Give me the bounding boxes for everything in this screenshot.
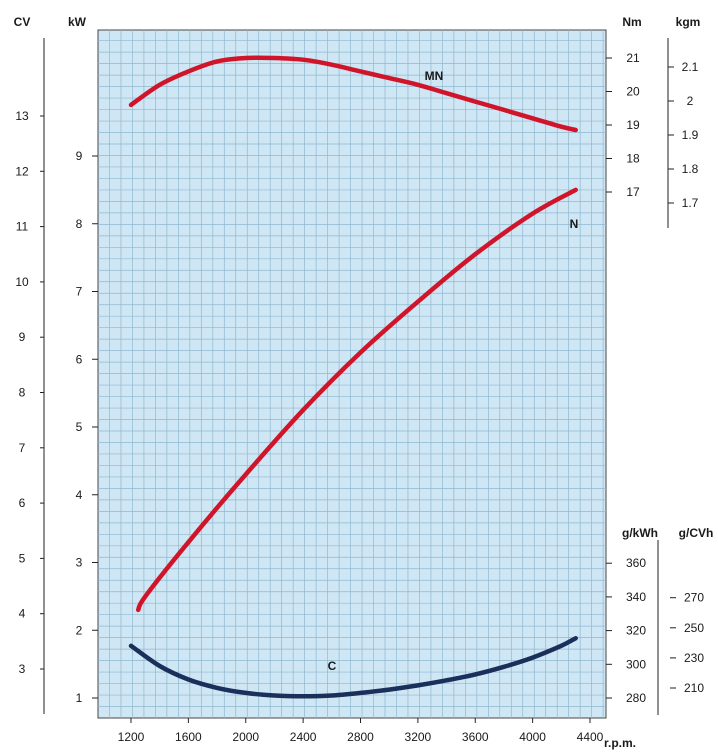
cv-tick-label: 4 — [19, 607, 26, 621]
kgm-tick-label: 2 — [687, 94, 694, 108]
x-tick-label: 3200 — [405, 730, 432, 744]
kw-tick-label: 7 — [76, 285, 83, 299]
cv-tick-label: 10 — [15, 275, 29, 289]
curve-n — [135, 187, 578, 613]
gkwh-tick-label: 340 — [626, 590, 646, 604]
kw-tick-label: 3 — [76, 556, 83, 570]
x-tick-label: 2000 — [232, 730, 259, 744]
chart-grid — [98, 30, 606, 718]
mn-curve-label: MN — [425, 69, 444, 83]
x-axis-label: r.p.m. — [604, 736, 636, 750]
cv-tick-label: 7 — [19, 441, 26, 455]
kw-tick-label: 8 — [76, 217, 83, 231]
gcvh-axis-label: g/CVh — [679, 526, 714, 540]
cv-tick-label: 6 — [19, 496, 26, 510]
n-curve-label: N — [570, 217, 579, 231]
gkwh-axis-label: g/kWh — [622, 526, 658, 540]
cv-tick-label: 12 — [15, 164, 29, 178]
gcvh-tick-label: 270 — [684, 591, 704, 605]
nm-tick-label: 19 — [626, 118, 640, 132]
kw-tick-label: 5 — [76, 420, 83, 434]
nm-tick-label: 17 — [626, 185, 640, 199]
x-tick-label: 4000 — [519, 730, 546, 744]
kw-tick-label: 9 — [76, 149, 83, 163]
kgm-tick-label: 2.1 — [682, 60, 699, 74]
cv-tick-label: 13 — [15, 109, 29, 123]
kw-tick-label: 1 — [76, 691, 83, 705]
kgm-tick-label: 1.8 — [682, 162, 699, 176]
x-tick-label: 2400 — [290, 730, 317, 744]
nm-tick-label: 18 — [626, 152, 640, 166]
x-tick-label: 1200 — [118, 730, 145, 744]
cv-tick-label: 3 — [19, 662, 26, 676]
nm-tick-label: 21 — [626, 51, 640, 65]
kw-tick-label: 6 — [76, 352, 83, 366]
chart-axes: 1200 1600 2000 2400 2800 3200 3600 4000 4400 3 4 5 6… — [15, 38, 704, 744]
x-tick-label: 1600 — [175, 730, 202, 744]
kw-tick-label: 2 — [76, 623, 83, 637]
kgm-tick-label: 1.9 — [682, 128, 699, 142]
cv-tick-label: 11 — [16, 220, 29, 234]
cv-tick-label: 5 — [19, 551, 26, 565]
gkwh-tick-label: 300 — [626, 657, 646, 671]
gcvh-tick-label: 230 — [684, 651, 704, 665]
gkwh-tick-label: 320 — [626, 624, 646, 638]
nm-tick-label: 20 — [626, 85, 640, 99]
curve-mn — [128, 55, 578, 133]
cv-axis-label: CV — [14, 15, 31, 29]
x-tick-label: 3600 — [462, 730, 489, 744]
kw-axis-label: kW — [68, 15, 87, 29]
kw-tick-label: 4 — [76, 488, 83, 502]
cv-tick-label: 9 — [19, 330, 26, 344]
x-tick-label: 2800 — [347, 730, 374, 744]
cv-tick-label: 8 — [19, 386, 26, 400]
chart-curves — [128, 55, 578, 699]
gcvh-tick-label: 250 — [684, 621, 704, 635]
gkwh-tick-label: 360 — [626, 556, 646, 570]
x-tick-label: 4400 — [577, 730, 604, 744]
kgm-tick-label: 1.7 — [682, 196, 699, 210]
gkwh-tick-label: 280 — [626, 691, 646, 705]
kgm-axis-label: kgm — [676, 15, 701, 29]
gcvh-tick-label: 210 — [684, 681, 704, 695]
nm-axis-label: Nm — [622, 15, 641, 29]
c-curve-label: C — [328, 659, 337, 673]
curve-c — [128, 635, 578, 699]
